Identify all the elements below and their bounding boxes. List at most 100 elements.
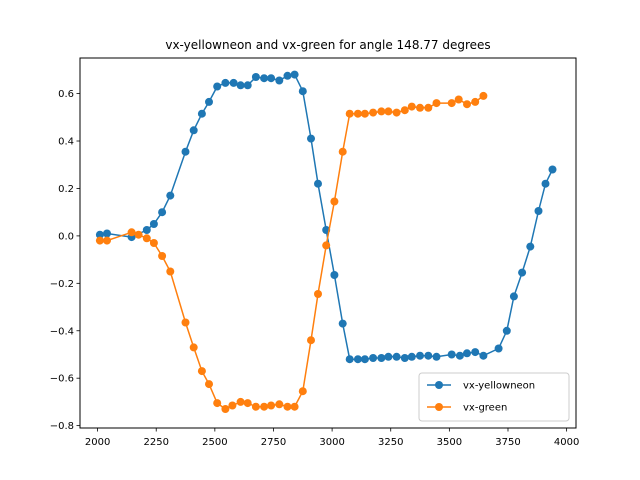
x-tick-label: 2000	[85, 437, 110, 448]
data-point	[181, 318, 190, 327]
data-point	[307, 134, 315, 143]
data-point	[166, 191, 175, 200]
data-point	[447, 99, 456, 108]
data-point	[95, 236, 104, 245]
data-point	[322, 241, 331, 250]
data-point	[221, 78, 230, 87]
data-point	[197, 109, 206, 118]
data-point	[275, 400, 284, 409]
data-point	[251, 73, 260, 81]
data-point	[471, 97, 480, 106]
data-point	[127, 228, 136, 237]
data-point	[338, 319, 347, 328]
data-point	[95, 230, 104, 239]
data-point	[298, 87, 307, 96]
legend-marker	[435, 403, 443, 411]
data-point	[392, 352, 401, 361]
data-point	[229, 78, 238, 87]
data-point	[534, 207, 543, 215]
data-point	[541, 179, 550, 188]
data-point	[400, 106, 409, 115]
data-point	[181, 147, 190, 156]
data-point	[134, 230, 143, 239]
data-point	[189, 343, 198, 352]
series-layer	[95, 70, 557, 413]
data-point	[149, 220, 158, 228]
y-tick-label: 0.4	[58, 137, 74, 148]
data-point	[267, 74, 276, 83]
data-point	[243, 81, 252, 90]
data-point	[455, 351, 464, 360]
data-point	[189, 126, 198, 135]
data-point	[260, 74, 269, 83]
series-vx-yellowneon	[95, 70, 557, 364]
y-tick-label: 0.2	[58, 184, 74, 195]
y-tick-label: −0.4	[50, 326, 74, 337]
x-axis: 2000 2250 2500 2750 3000 3250 3500 3750 4000	[85, 428, 579, 448]
data-point	[424, 351, 433, 360]
legend-label: vx-green	[463, 403, 507, 414]
data-point	[330, 197, 339, 206]
data-point	[307, 336, 315, 345]
data-point	[416, 351, 424, 360]
x-tick-label: 3000	[319, 437, 344, 448]
data-point	[526, 242, 535, 251]
data-point	[502, 326, 511, 335]
data-point	[142, 226, 151, 234]
y-tick-label: 0.6	[58, 89, 74, 100]
data-point	[275, 76, 284, 85]
data-point	[518, 268, 527, 277]
legend-label: vx-yellowneon	[463, 381, 535, 392]
data-point	[236, 397, 245, 406]
data-point	[345, 109, 354, 118]
x-tick-label: 3500	[437, 437, 462, 448]
data-point	[407, 102, 416, 111]
data-point	[369, 354, 378, 362]
data-point	[479, 351, 488, 360]
data-point	[432, 99, 441, 108]
data-point	[360, 355, 369, 364]
data-point	[205, 97, 213, 106]
data-point	[205, 380, 213, 389]
data-point	[213, 82, 222, 91]
y-tick-label: −0.6	[50, 374, 74, 385]
y-axis: −0.8 −0.6 −0.4 −0.2 0.0 0.2 0.4 0.6	[50, 89, 80, 432]
legend-marker	[435, 381, 443, 389]
data-point	[142, 234, 151, 243]
data-point	[103, 229, 111, 238]
data-point	[509, 292, 518, 301]
series-line	[99, 95, 484, 410]
chart-title: vx-yellowneon and vx-green for angle 148…	[165, 38, 490, 52]
x-tick-label: 2250	[143, 437, 168, 448]
plot-frame	[79, 57, 577, 429]
data-point	[283, 402, 292, 411]
data-point	[298, 387, 307, 396]
data-point	[369, 108, 378, 117]
data-point	[471, 348, 480, 357]
data-point	[338, 147, 347, 156]
x-tick-label: 4000	[554, 437, 579, 448]
data-point	[213, 399, 222, 408]
data-point	[353, 355, 362, 364]
data-point	[400, 354, 409, 362]
data-point	[447, 350, 456, 359]
legend: vx-yellowneon vx-green	[418, 372, 570, 422]
legend-box	[418, 372, 570, 422]
data-point	[221, 405, 230, 413]
data-point	[330, 271, 339, 279]
data-point	[494, 344, 503, 353]
data-point	[548, 165, 557, 174]
data-point	[353, 109, 362, 118]
series-vx-green	[95, 91, 488, 413]
x-tick-label: 3750	[495, 437, 520, 448]
data-point	[392, 108, 401, 117]
y-tick-label: 0.0	[58, 231, 74, 242]
data-point	[228, 401, 237, 410]
data-point	[377, 107, 386, 116]
data-point	[479, 91, 488, 100]
data-point	[251, 402, 260, 411]
data-point	[314, 290, 322, 298]
x-tick-label: 3250	[378, 437, 403, 448]
data-point	[283, 71, 292, 80]
